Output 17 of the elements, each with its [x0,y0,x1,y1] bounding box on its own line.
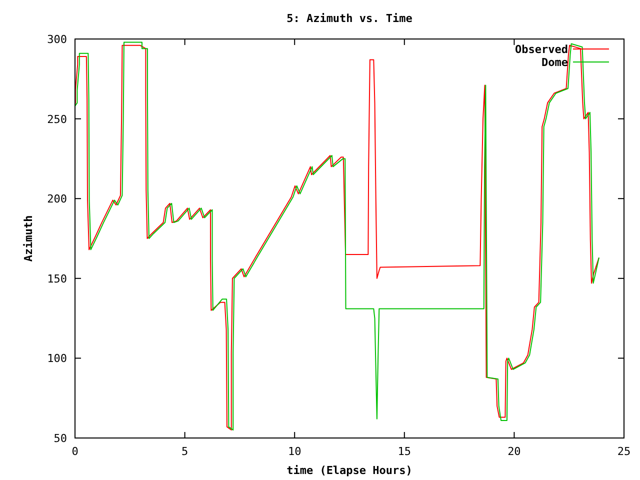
y-tick-label: 100 [47,352,67,366]
y-tick-label: 250 [47,112,67,126]
x-tick-label: 25 [617,445,631,458]
x-tick-label: 20 [508,445,521,458]
y-tick-label: 300 [47,33,67,46]
x-tick-label: 5 [181,445,188,458]
chart-title: 5: Azimuth vs. Time [286,12,413,25]
x-tick-label: 15 [398,445,412,458]
x-tick-label: 10 [288,445,302,458]
x-axis-title: time (Elapse Hours) [286,464,412,477]
legend-label: Dome [542,56,568,69]
legend-label: Observed [515,43,568,56]
y-tick-label: 200 [47,192,67,206]
y-tick-label: 50 [54,432,67,445]
y-axis-title: Azimuth [22,215,35,262]
x-tick-label: 0 [72,445,78,458]
y-tick-label: 150 [47,272,67,286]
